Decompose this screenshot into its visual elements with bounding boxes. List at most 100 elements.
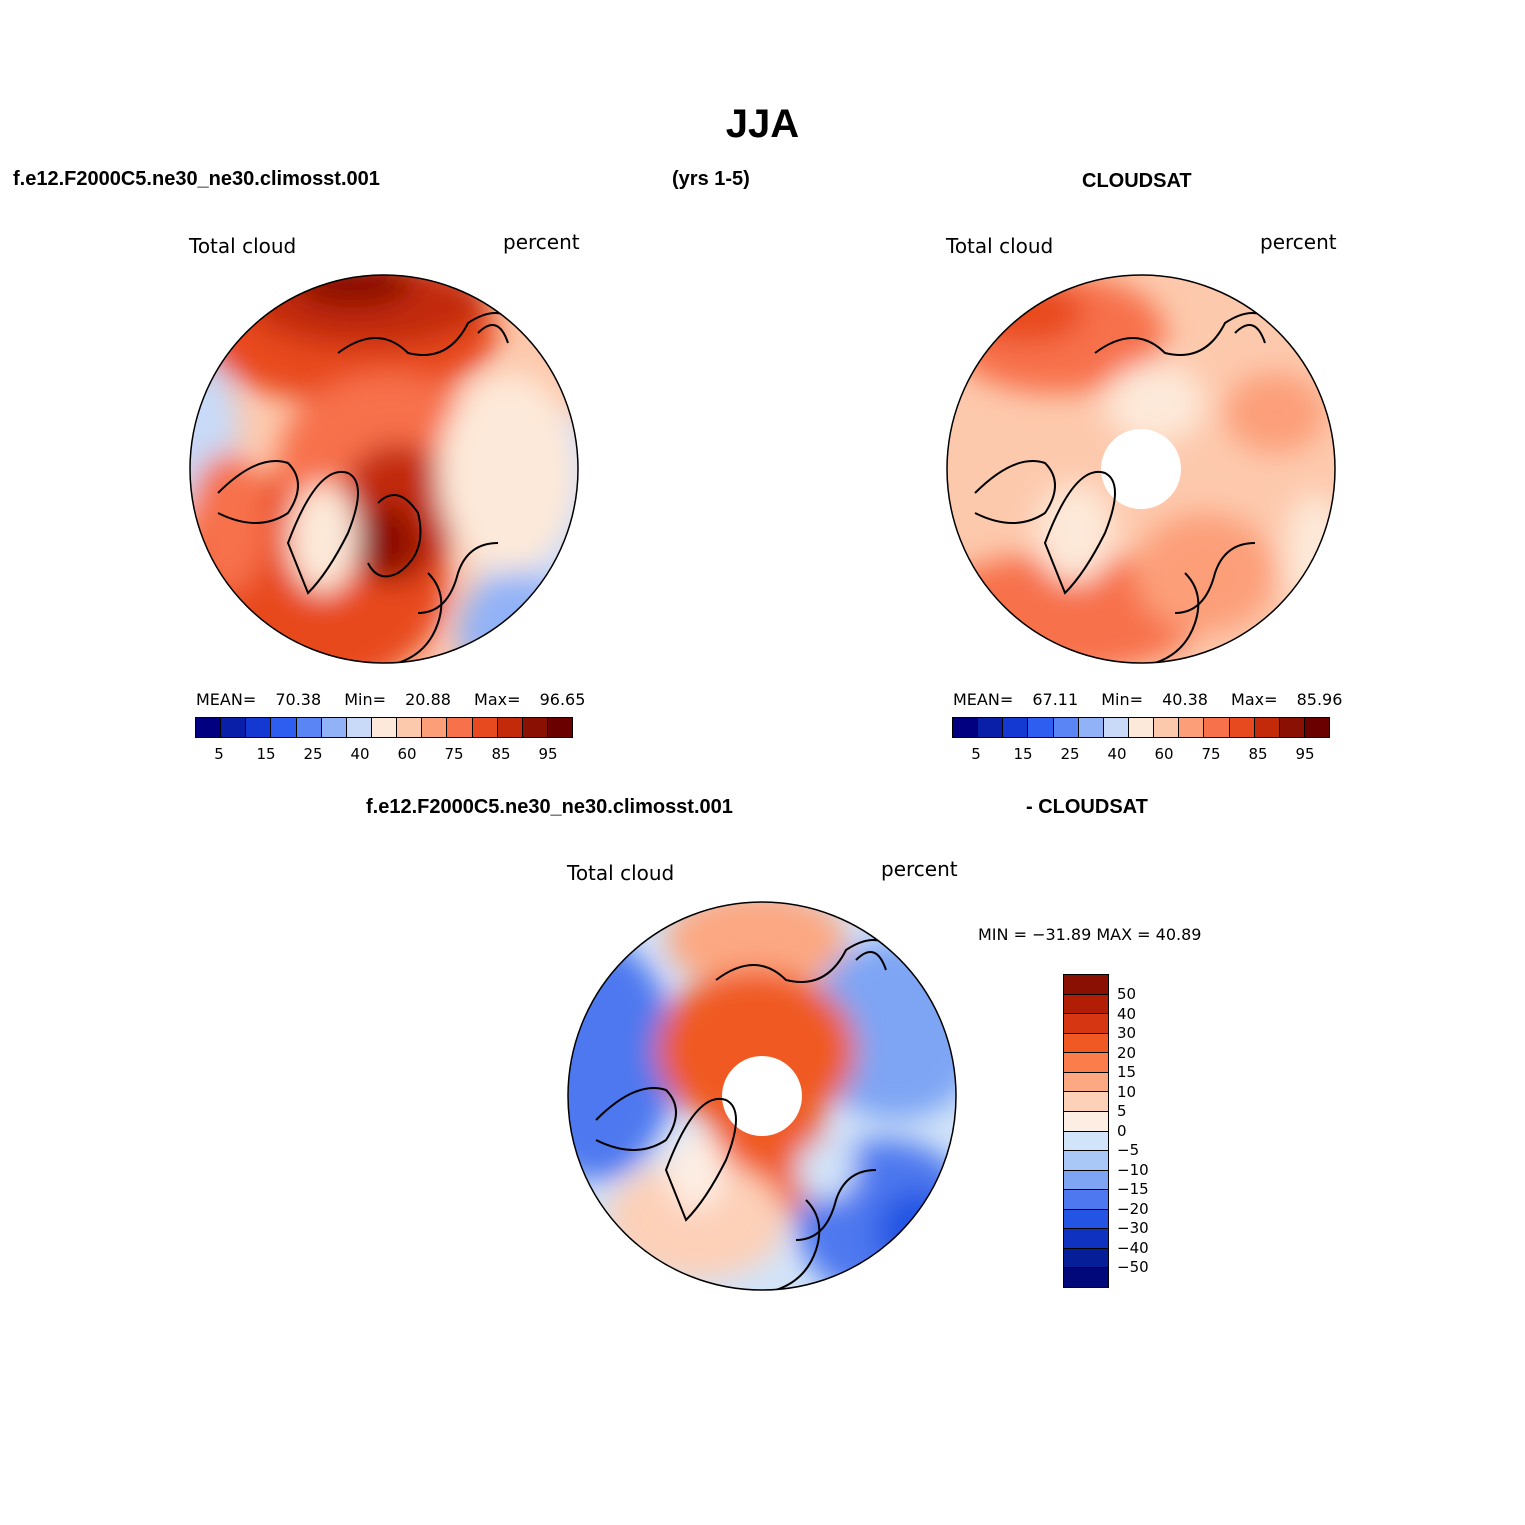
diff-model-label: f.e12.F2000C5.ne30_ne30.climosst.001 bbox=[366, 796, 733, 818]
max-label: Max= bbox=[474, 690, 521, 709]
colorbar-swatch bbox=[1064, 1111, 1108, 1132]
colorbar-tick-label: 5 bbox=[971, 745, 981, 763]
colorbar-swatch bbox=[1064, 1092, 1108, 1112]
colorbar-tick-label: −10 bbox=[1117, 1160, 1149, 1179]
mean-value: 70.38 bbox=[275, 690, 322, 709]
colorbar-swatch bbox=[1064, 1268, 1108, 1287]
colorbar-swatch bbox=[522, 718, 548, 737]
max-label: Max= bbox=[1231, 690, 1278, 709]
colorbar-swatch bbox=[1229, 718, 1255, 737]
colorbar-swatch bbox=[1064, 1131, 1108, 1152]
polar-map-model bbox=[189, 274, 579, 664]
colorbar-swatch bbox=[1003, 718, 1029, 737]
colorbar-tick-label: 40 bbox=[1107, 745, 1127, 763]
colorbar-tick-label: 75 bbox=[1201, 745, 1221, 763]
colorbar-tick-label: 5 bbox=[1117, 1102, 1127, 1120]
colorbar-swatch bbox=[346, 718, 372, 737]
colorbar-swatch bbox=[447, 718, 473, 737]
colorbar-swatch bbox=[472, 718, 498, 737]
colorbar-swatch bbox=[1064, 1248, 1108, 1269]
variable-label: Total cloud bbox=[946, 234, 1054, 258]
colorbar-swatch bbox=[497, 718, 523, 737]
colorbar-swatch bbox=[547, 718, 573, 737]
colorbar-swatch bbox=[422, 718, 448, 737]
min-label: Min= bbox=[344, 690, 387, 709]
minmax-label: MIN = −31.89 MAX = 40.89 bbox=[978, 925, 1202, 944]
colorbar-swatch bbox=[221, 718, 247, 737]
colorbar-tick-label: 15 bbox=[1013, 745, 1033, 763]
colorbar-tick-label: 95 bbox=[1295, 745, 1315, 763]
variable-label: Total cloud bbox=[567, 861, 675, 885]
colorbar-swatch bbox=[1064, 1190, 1108, 1210]
colorbar-swatch bbox=[1128, 718, 1155, 737]
years-label: (yrs 1-5) bbox=[672, 168, 750, 190]
colorbar-tick-label: 60 bbox=[1154, 745, 1174, 763]
colorbar-tick-label: −20 bbox=[1117, 1199, 1149, 1218]
colorbar-swatch bbox=[1304, 718, 1330, 737]
colorbar-swatch bbox=[397, 718, 423, 737]
colorbar-tick-label: 50 bbox=[1117, 985, 1137, 1003]
colorbar-tick-label: 30 bbox=[1117, 1024, 1137, 1042]
polar-map-obs bbox=[946, 274, 1336, 664]
colorbar-swatch bbox=[1064, 1033, 1108, 1054]
colorbar-swatch bbox=[1064, 1014, 1108, 1034]
obs-label: CLOUDSAT bbox=[1082, 170, 1192, 192]
colorbar-swatch bbox=[371, 718, 398, 737]
colorbar-tick-label: −5 bbox=[1117, 1141, 1140, 1159]
variable-label: Total cloud bbox=[189, 234, 297, 258]
colorbar-swatch bbox=[953, 718, 979, 737]
colorbar-swatch bbox=[1064, 1053, 1108, 1073]
colorbar-tick-label: 40 bbox=[1117, 1004, 1137, 1023]
colorbar-tick-label: 40 bbox=[350, 745, 370, 763]
colorbar-swatch bbox=[1064, 994, 1108, 1015]
colorbar-swatch bbox=[1078, 718, 1104, 737]
colorbar-swatch bbox=[1204, 718, 1230, 737]
colorbar-swatch bbox=[246, 718, 272, 737]
min-label: Min= bbox=[1101, 690, 1144, 709]
colorbar-tick-label: 20 bbox=[1117, 1043, 1137, 1062]
model-case-label: f.e12.F2000C5.ne30_ne30.climosst.001 bbox=[13, 168, 380, 190]
stats-line: MEAN= 67.11 Min= 40.38 Max= 85.96 bbox=[953, 690, 1342, 709]
colorbar-tick-label: 85 bbox=[1248, 745, 1268, 763]
colorbar-tick-label: 15 bbox=[1117, 1063, 1137, 1081]
colorbar-swatch bbox=[1064, 1072, 1108, 1093]
units-label: percent bbox=[881, 857, 958, 881]
stats-line: MEAN= 70.38 Min= 20.88 Max= 96.65 bbox=[196, 690, 585, 709]
colorbar-tick-label: 25 bbox=[1060, 745, 1080, 763]
mean-value: 67.11 bbox=[1032, 690, 1079, 709]
colorbar-tick-label: 25 bbox=[303, 745, 323, 763]
colorbar-swatch bbox=[271, 718, 297, 737]
colorbar-tick-label: 0 bbox=[1117, 1121, 1127, 1140]
colorbar-swatch bbox=[1064, 1170, 1108, 1191]
colorbar-tick-label: 60 bbox=[397, 745, 417, 763]
colorbar-swatch bbox=[1053, 718, 1079, 737]
colorbar-tick-label: 75 bbox=[444, 745, 464, 763]
colorbar-swatch bbox=[1179, 718, 1205, 737]
colorbar-tick-label: 85 bbox=[491, 745, 511, 763]
colorbar-swatch bbox=[1064, 1229, 1108, 1249]
mean-label: MEAN= bbox=[196, 690, 257, 709]
colorbar-tick-label: 10 bbox=[1117, 1082, 1137, 1101]
colorbar-tick-label: 95 bbox=[538, 745, 558, 763]
colorbar-swatch bbox=[1154, 718, 1180, 737]
diff-obs-label: - CLOUDSAT bbox=[1026, 796, 1148, 818]
colorbar-swatch bbox=[321, 718, 347, 737]
units-label: percent bbox=[503, 230, 580, 254]
colorbar-obs bbox=[952, 717, 1330, 738]
colorbar-swatch bbox=[1103, 718, 1129, 737]
colorbar-swatch bbox=[1064, 1209, 1108, 1230]
units-label: percent bbox=[1260, 230, 1337, 254]
mean-label: MEAN= bbox=[953, 690, 1014, 709]
polar-map-diff bbox=[567, 901, 957, 1291]
colorbar-swatch bbox=[1064, 975, 1108, 995]
colorbar-swatch bbox=[296, 718, 322, 737]
colorbar-tick-label: −50 bbox=[1117, 1258, 1149, 1276]
min-value: 20.88 bbox=[405, 690, 451, 709]
colorbar-swatch bbox=[1064, 1151, 1108, 1171]
figure-title: JJA bbox=[725, 102, 800, 146]
colorbar-swatch bbox=[196, 718, 222, 737]
colorbar-swatch bbox=[1254, 718, 1280, 737]
colorbar-tick-label: −40 bbox=[1117, 1238, 1149, 1257]
colorbar-diff bbox=[1063, 974, 1109, 1288]
colorbar-swatch bbox=[1028, 718, 1054, 737]
